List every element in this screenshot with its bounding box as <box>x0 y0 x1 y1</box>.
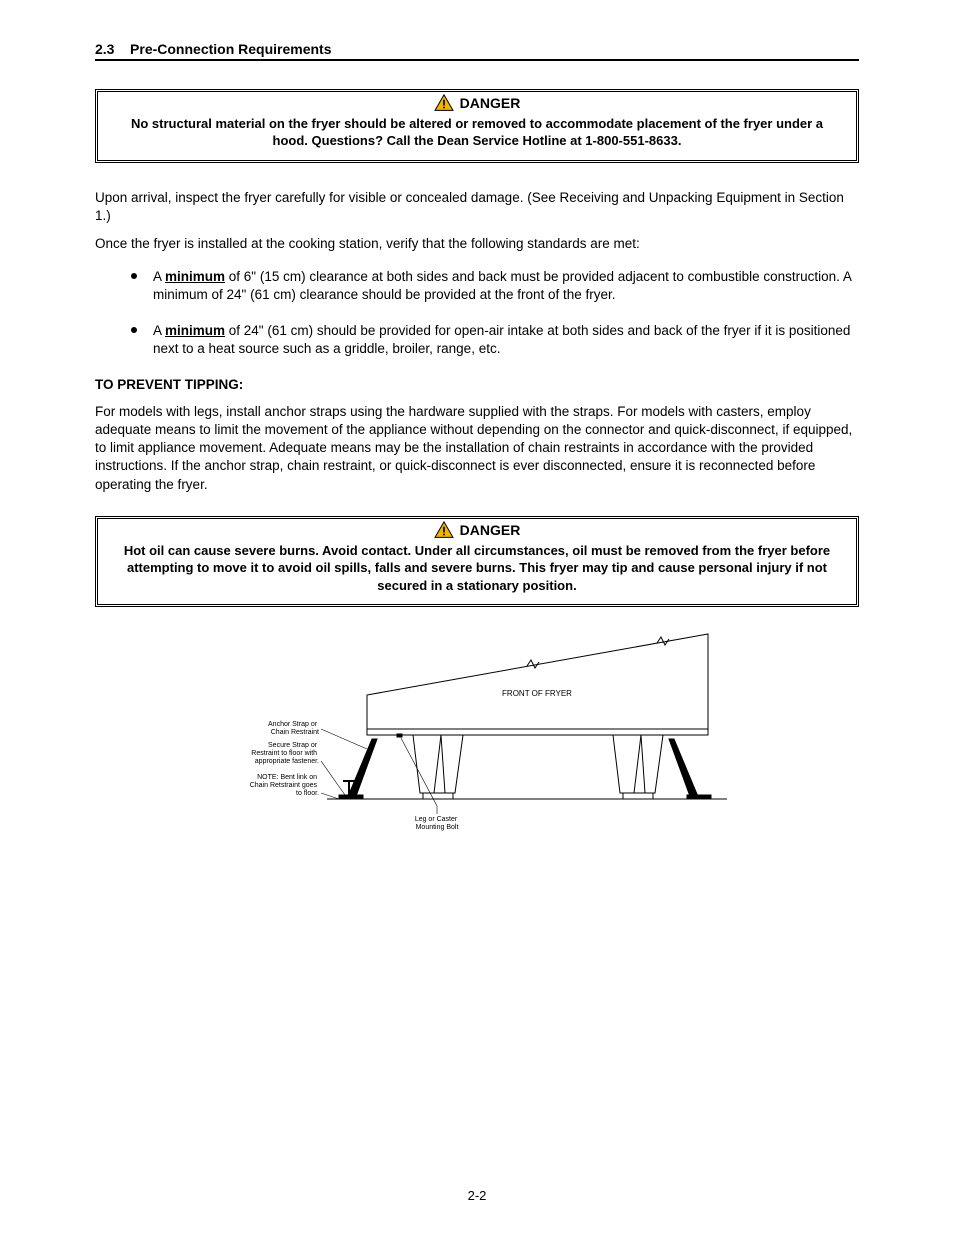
danger-body-2: Hot oil can cause severe burns. Avoid co… <box>112 542 842 595</box>
section-number: 2.3 <box>95 41 114 57</box>
tipping-body: For models with legs, install anchor str… <box>95 403 859 494</box>
danger-box-2: DANGER Hot oil can cause severe burns. A… <box>95 516 859 608</box>
fig-label-secure: Secure Strap or Restraint to floor with … <box>251 742 319 765</box>
fig-label-note: NOTE: Bent link on Chain Retstraint goes… <box>250 774 319 797</box>
danger-body-1: No structural material on the fryer shou… <box>112 115 842 150</box>
bullet-clearance: A minimum of 6" (15 cm) clearance at bot… <box>95 268 859 304</box>
section-title: Pre-Connection Requirements <box>130 41 331 57</box>
warning-triangle-icon <box>434 94 454 112</box>
intro-paragraph: Upon arrival, inspect the fryer carefull… <box>95 189 859 225</box>
fig-label-front: FRONT OF FRYER <box>502 689 572 698</box>
lead-in: Once the fryer is installed at the cooki… <box>95 235 859 253</box>
tipping-title: TO PREVENT TIPPING: <box>95 376 859 394</box>
fig-label-leg: Leg or Caster Mounting Bolt <box>415 816 459 831</box>
fig-label-anchor: Anchor Strap or Chain Restraint <box>268 721 319 736</box>
danger-heading-2: DANGER <box>460 521 521 540</box>
anchor-strap-diagram: FRONT OF FRYER Anchor Strap or Chain Res… <box>227 621 727 836</box>
section-rule <box>95 59 859 61</box>
bullet-air-intake: A minimum of 24" (61 cm) should be provi… <box>95 322 859 358</box>
warning-triangle-icon <box>434 521 454 539</box>
danger-heading-1: DANGER <box>460 94 521 113</box>
section-header: 2.3 Pre-Connection Requirements <box>95 40 859 59</box>
page-number: 2-2 <box>0 1187 954 1205</box>
danger-box-1: DANGER No structural material on the fry… <box>95 89 859 163</box>
